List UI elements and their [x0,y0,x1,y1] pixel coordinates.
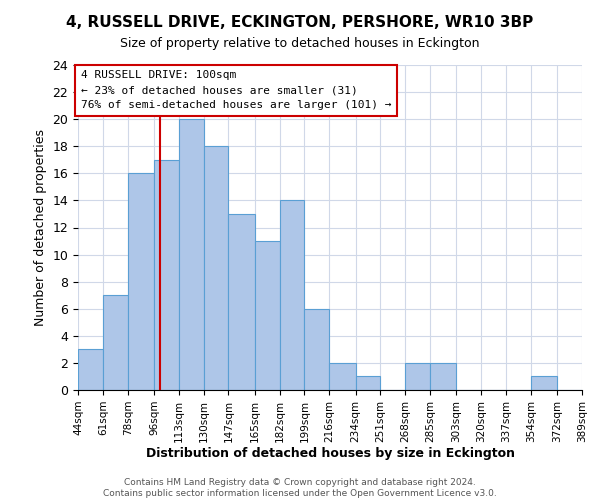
Bar [531,376,557,390]
Bar [203,146,229,390]
Bar [329,363,356,390]
Text: Contains HM Land Registry data © Crown copyright and database right 2024.
Contai: Contains HM Land Registry data © Crown c… [103,478,497,498]
Bar [128,174,154,390]
Bar [430,363,457,390]
Bar [255,241,280,390]
Bar [103,295,128,390]
Bar [179,119,203,390]
X-axis label: Distribution of detached houses by size in Eckington: Distribution of detached houses by size … [146,448,515,460]
Bar [229,214,255,390]
Text: 4 RUSSELL DRIVE: 100sqm
← 23% of detached houses are smaller (31)
76% of semi-de: 4 RUSSELL DRIVE: 100sqm ← 23% of detache… [81,70,391,110]
Bar [78,350,103,390]
Bar [356,376,380,390]
Bar [304,308,329,390]
Bar [280,200,304,390]
Text: 4, RUSSELL DRIVE, ECKINGTON, PERSHORE, WR10 3BP: 4, RUSSELL DRIVE, ECKINGTON, PERSHORE, W… [67,15,533,30]
Y-axis label: Number of detached properties: Number of detached properties [34,129,47,326]
Bar [405,363,430,390]
Bar [154,160,179,390]
Text: Size of property relative to detached houses in Eckington: Size of property relative to detached ho… [120,38,480,51]
